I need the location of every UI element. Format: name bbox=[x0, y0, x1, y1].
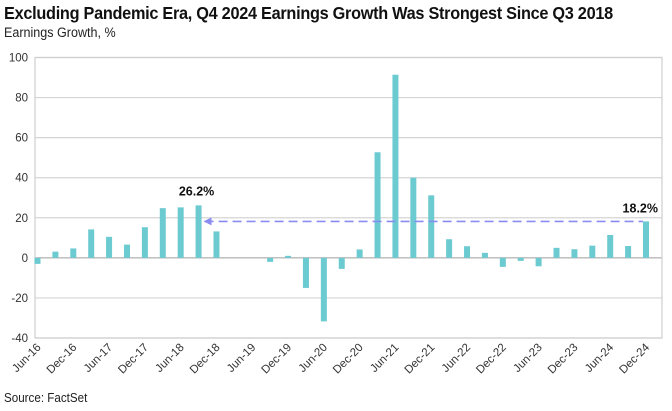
annotation-label-sep-18: 26.2% bbox=[179, 184, 214, 198]
bar-jun-20 bbox=[320, 257, 327, 322]
bar-sep-21 bbox=[410, 177, 417, 258]
bar-sep-23 bbox=[553, 247, 560, 258]
x-tick-label-jun-23: Jun-23 bbox=[511, 342, 544, 375]
x-tick-label-dec-22: Dec-22 bbox=[474, 342, 509, 377]
bar-jun-24 bbox=[607, 235, 614, 258]
y-tick-label--40: -40 bbox=[11, 333, 28, 345]
x-tick-label-dec-17: Dec-17 bbox=[116, 342, 151, 377]
bar-dec-24 bbox=[643, 221, 649, 258]
bar-dec-18 bbox=[213, 231, 220, 258]
bar-sep-16 bbox=[52, 251, 59, 258]
bar-jun-21 bbox=[392, 74, 399, 258]
bar-mar-20 bbox=[302, 257, 309, 288]
bar-sep-20 bbox=[338, 257, 345, 269]
bars bbox=[34, 74, 649, 322]
x-tick-label-jun-19: Jun-19 bbox=[225, 342, 258, 375]
x-tick-label-jun-17: Jun-17 bbox=[82, 342, 115, 375]
bar-dec-21 bbox=[428, 195, 435, 258]
x-tick-label-dec-24: Dec-24 bbox=[617, 341, 652, 376]
gridlines bbox=[35, 56, 662, 339]
bar-jun-18 bbox=[177, 207, 184, 258]
x-tick-label-dec-16: Dec-16 bbox=[45, 342, 80, 377]
x-tick-label-dec-20: Dec-20 bbox=[331, 342, 366, 377]
annotation-label-dec-24: 18.2% bbox=[623, 201, 658, 215]
x-tick-label-dec-23: Dec-23 bbox=[546, 342, 581, 377]
x-tick-label-dec-18: Dec-18 bbox=[188, 342, 223, 377]
bar-jun-22 bbox=[464, 246, 471, 258]
bar-mar-21 bbox=[374, 152, 381, 258]
bar-sep-19 bbox=[267, 257, 274, 262]
y-tick-label-60: 60 bbox=[15, 133, 28, 145]
x-tick-label-dec-21: Dec-21 bbox=[403, 342, 438, 377]
bar-dec-19 bbox=[285, 255, 292, 258]
y-tick-label--20: -20 bbox=[11, 293, 28, 305]
x-tick-label-jun-24: Jun-24 bbox=[583, 341, 617, 375]
x-tick-label-jun-20: Jun-20 bbox=[297, 342, 330, 375]
x-tick-label-dec-19: Dec-19 bbox=[259, 342, 294, 377]
bar-mar-24 bbox=[589, 245, 596, 258]
bar-sep-17 bbox=[123, 244, 130, 258]
bar-jun-23 bbox=[535, 257, 542, 267]
y-tick-label-0: 0 bbox=[22, 253, 28, 265]
chart-subtitle: Earnings Growth, % bbox=[4, 25, 116, 40]
bar-sep-22 bbox=[481, 252, 488, 258]
x-tick-label-jun-22: Jun-22 bbox=[440, 342, 473, 375]
chart-title: Excluding Pandemic Era, Q4 2024 Earnings… bbox=[4, 3, 613, 23]
bar-mar-22 bbox=[446, 239, 453, 258]
bar-dec-16 bbox=[70, 248, 77, 258]
x-tick-label-jun-16: Jun-16 bbox=[10, 342, 43, 375]
bar-sep-18 bbox=[195, 205, 202, 258]
bar-sep-24 bbox=[625, 246, 632, 258]
bar-dec-23 bbox=[571, 249, 578, 258]
source-note: Source: FactSet bbox=[4, 391, 88, 405]
bar-dec-22 bbox=[499, 257, 506, 267]
y-tick-label-100: 100 bbox=[9, 53, 28, 65]
bar-jun-16 bbox=[34, 257, 41, 264]
x-tick-label-jun-18: Jun-18 bbox=[153, 342, 186, 375]
y-axis-tick-labels: -40 -20 0 20 40 60 80 100 bbox=[9, 53, 28, 346]
bar-dec-20 bbox=[356, 249, 363, 258]
bar-mar-18 bbox=[159, 208, 166, 258]
plot-frame bbox=[34, 56, 663, 339]
bar-mar-17 bbox=[88, 229, 95, 258]
bar-mar-23 bbox=[517, 257, 524, 261]
y-tick-label-20: 20 bbox=[15, 213, 28, 225]
bar-dec-17 bbox=[141, 227, 148, 258]
y-tick-label-80: 80 bbox=[15, 93, 28, 105]
x-tick-label-jun-21: Jun-21 bbox=[368, 342, 401, 375]
y-tick-label-40: 40 bbox=[15, 173, 28, 185]
bar-jun-17 bbox=[106, 236, 113, 258]
x-axis-tick-labels: Jun-16 Dec-16 Jun-17 Dec-17 Jun-18 Dec-18 Jun-… bbox=[10, 341, 652, 376]
